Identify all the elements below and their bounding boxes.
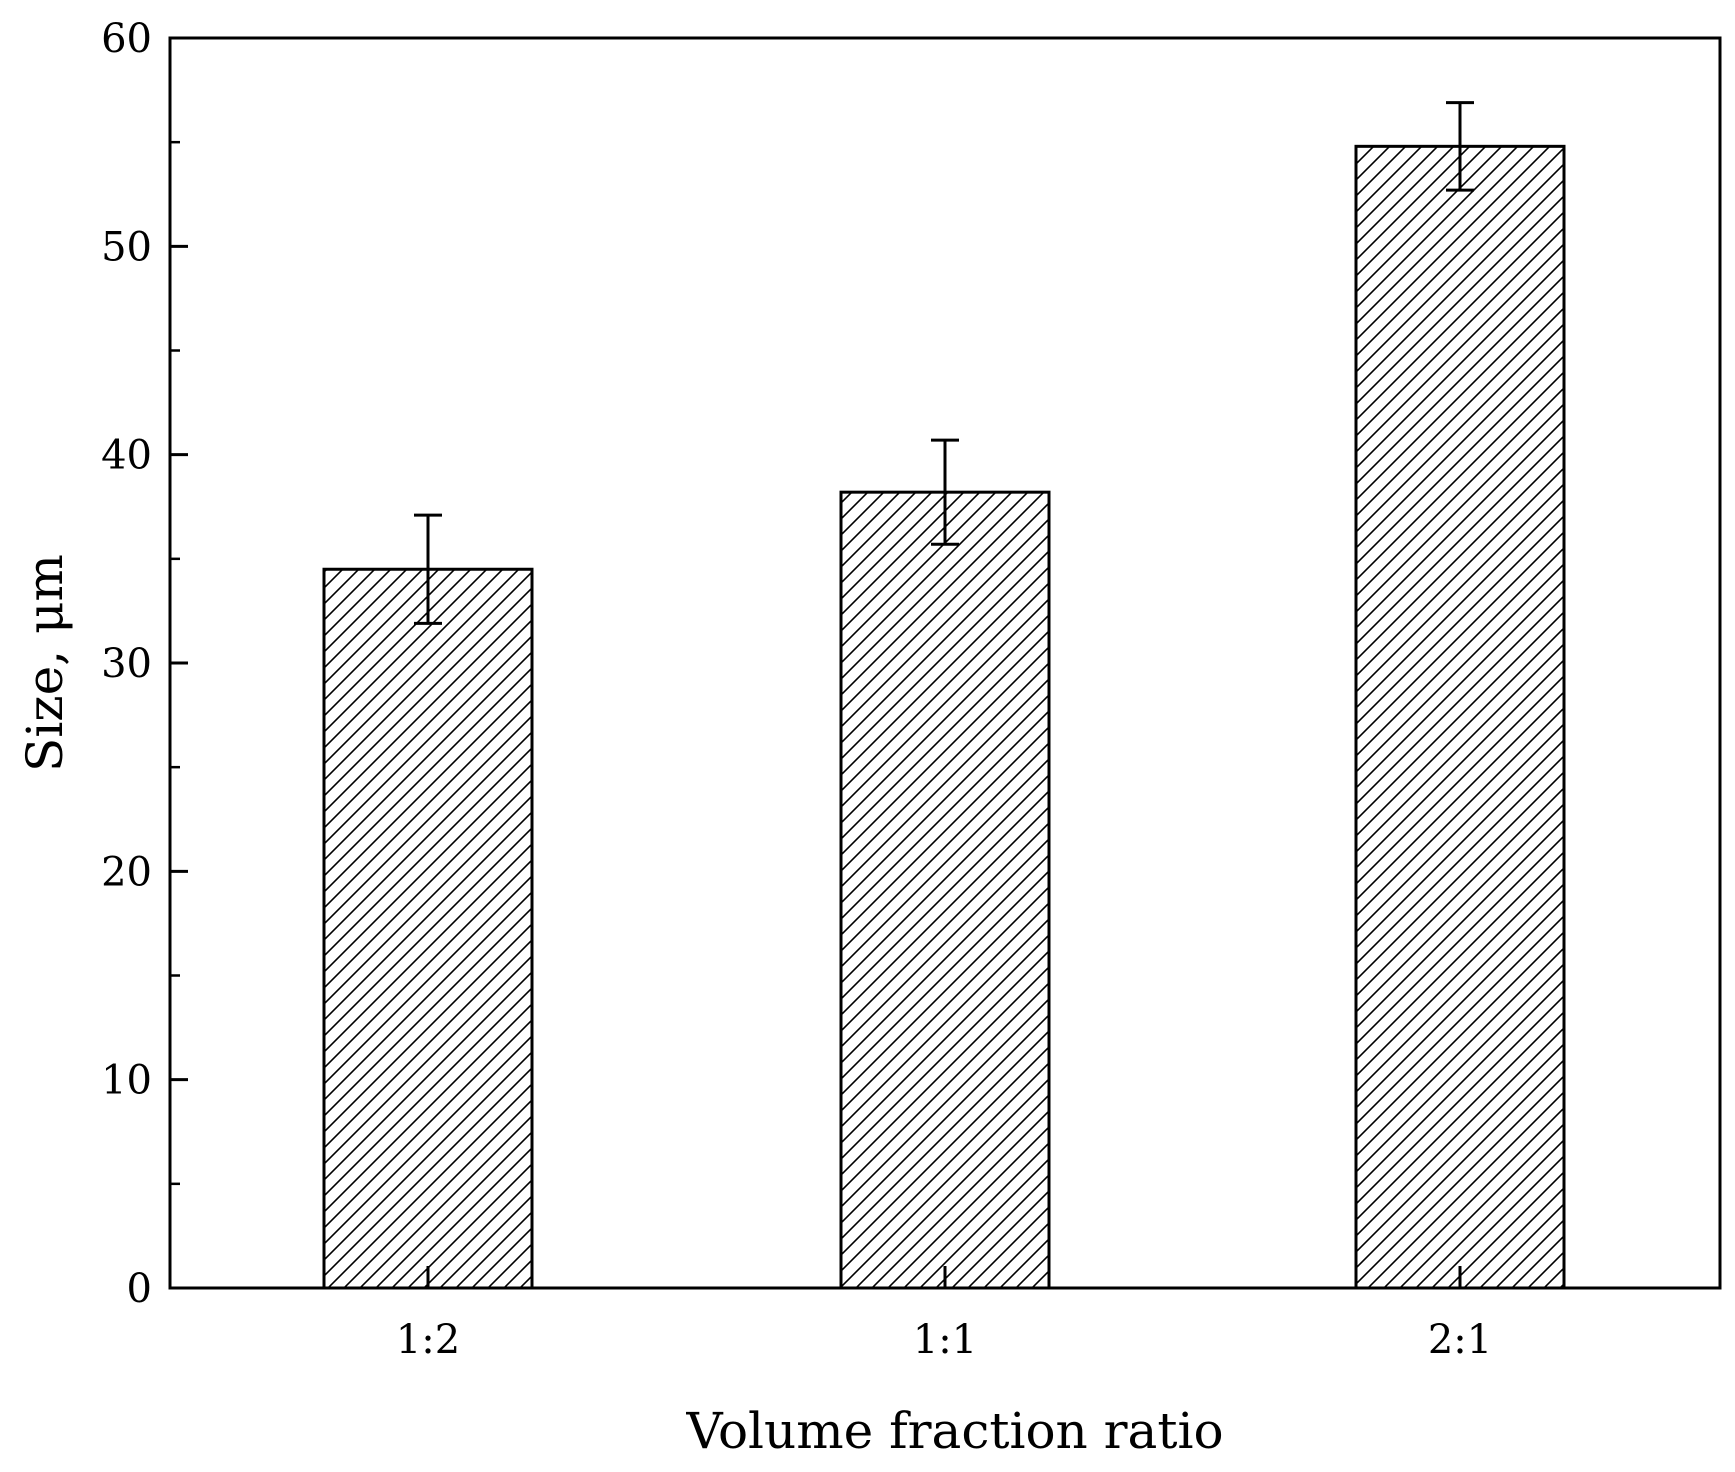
y-tick-label: 40 [101,433,152,479]
y-axis-title: Size, μm [16,554,74,772]
ticks-layer: 1:2 1:1 2:1 0 10 20 30 40 50 60 [101,16,1492,1363]
x-tick-label: 1:2 [396,1317,460,1363]
bars-layer [322,144,1566,1290]
y-tick-label: 10 [101,1058,152,1104]
bar-1:1 [839,490,1051,1290]
error-bars-layer [414,101,1474,625]
y-tick-label: 60 [101,16,152,62]
x-tick-label: 2:1 [1428,1317,1492,1363]
error-bar-1:2 [414,513,442,625]
error-bar-2:1 [1446,101,1474,192]
y-tick-label: 50 [101,224,152,270]
y-tick-label: 20 [101,849,152,895]
y-tick-label: 30 [101,641,152,687]
bar-1:2 [322,567,534,1290]
x-axis-title: Volume fraction ratio [685,1402,1223,1460]
x-tick-label: 1:1 [913,1317,977,1363]
error-bar-1:1 [931,438,959,546]
y-tick-label: 0 [127,1266,152,1312]
bar-2:1 [1354,144,1566,1290]
